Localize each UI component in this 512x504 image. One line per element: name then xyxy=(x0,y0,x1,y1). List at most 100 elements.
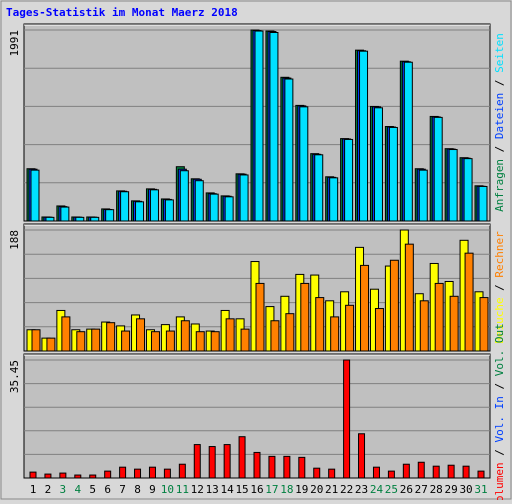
legend-entry: Vol. In xyxy=(493,396,506,442)
bar xyxy=(343,359,351,479)
bar xyxy=(29,471,37,479)
y-tick-label: 1991 xyxy=(8,30,21,57)
x-tick-label: 12 xyxy=(191,483,204,496)
bar xyxy=(418,169,428,222)
bar xyxy=(90,216,100,222)
bar xyxy=(75,216,85,222)
bar xyxy=(434,282,444,352)
bar xyxy=(31,329,41,352)
bar xyxy=(163,468,171,479)
bar xyxy=(240,328,250,352)
legend: Anfragen / Dateien / Seiten xyxy=(493,33,506,212)
bar xyxy=(447,464,455,479)
bar xyxy=(180,320,190,352)
x-tick-label: 28 xyxy=(430,483,443,496)
x-tick-label: 6 xyxy=(104,483,111,496)
bar xyxy=(91,328,101,352)
x-tick-label: 21 xyxy=(325,483,338,496)
bar xyxy=(387,470,395,479)
bar xyxy=(44,473,52,479)
x-tick-label: 22 xyxy=(340,483,353,496)
x-tick-label: 14 xyxy=(221,483,235,496)
bar xyxy=(345,304,355,352)
bar xyxy=(477,470,485,479)
bar xyxy=(449,295,459,352)
bar xyxy=(360,264,370,352)
bar xyxy=(119,466,127,479)
x-tick-label: 7 xyxy=(119,483,126,496)
legend-entry: Dateien xyxy=(493,93,506,139)
bar xyxy=(224,196,234,222)
bar xyxy=(358,433,366,479)
x-tick-label: 10 xyxy=(161,483,174,496)
bar xyxy=(208,446,216,479)
bar xyxy=(254,30,264,222)
bar xyxy=(104,470,112,479)
bar xyxy=(239,174,249,222)
bar xyxy=(268,455,276,479)
bar xyxy=(374,308,384,352)
bar xyxy=(76,331,86,352)
x-tick-label: 17 xyxy=(265,483,278,496)
bar xyxy=(388,126,398,222)
bar xyxy=(74,474,82,479)
bar xyxy=(59,472,67,479)
x-tick-label: 31 xyxy=(474,483,487,496)
x-tick-label: 29 xyxy=(445,483,458,496)
bar xyxy=(223,444,231,479)
bar xyxy=(238,436,246,479)
bar xyxy=(255,282,265,352)
bar xyxy=(299,106,309,222)
bar xyxy=(433,116,443,222)
x-tick-label: 26 xyxy=(400,483,413,496)
bar xyxy=(298,456,306,479)
bar xyxy=(462,465,470,479)
bar xyxy=(432,465,440,479)
legend: Besuche / Rechner xyxy=(493,231,506,344)
bar xyxy=(464,252,474,352)
bar xyxy=(210,331,220,352)
chart-title: Tages-Statistik im Monat Maerz 2018 xyxy=(6,6,238,19)
bar xyxy=(61,316,71,352)
legend-entry: Besuche xyxy=(493,297,506,343)
bar xyxy=(314,154,324,222)
bar xyxy=(313,467,321,479)
bar xyxy=(165,330,175,352)
x-tick-label: 1 xyxy=(30,483,37,496)
bar xyxy=(463,158,473,222)
bar xyxy=(417,461,425,479)
bar xyxy=(89,474,97,479)
bar xyxy=(328,468,336,479)
bar xyxy=(136,318,146,352)
x-tick-label: 20 xyxy=(310,483,323,496)
legend-entry: Anfragen xyxy=(493,159,506,212)
bar xyxy=(179,170,189,222)
bar xyxy=(329,177,339,222)
bar xyxy=(404,243,414,352)
bar xyxy=(135,201,145,222)
bar xyxy=(269,31,279,222)
bar xyxy=(300,282,310,352)
bar xyxy=(284,78,294,222)
legend-entry: Seiten xyxy=(493,33,506,73)
x-tick-label: 3 xyxy=(60,483,67,496)
x-tick-label: 4 xyxy=(74,483,81,496)
legend-separator: / xyxy=(493,139,506,159)
bar xyxy=(253,451,261,479)
bar xyxy=(106,322,116,352)
x-tick-label: 5 xyxy=(89,483,96,496)
bar xyxy=(193,444,201,479)
legend-separator: / xyxy=(493,376,506,396)
x-tick-label: 24 xyxy=(370,483,384,496)
x-tick-label: 25 xyxy=(385,483,398,496)
bar xyxy=(479,297,489,352)
x-tick-label: 2 xyxy=(45,483,52,496)
bar xyxy=(30,169,40,222)
bar xyxy=(372,466,380,479)
y-tick-label: 188 xyxy=(8,230,21,250)
x-tick-label: 19 xyxy=(295,483,308,496)
bar xyxy=(164,199,174,222)
bar xyxy=(121,330,131,352)
bar xyxy=(359,50,369,222)
